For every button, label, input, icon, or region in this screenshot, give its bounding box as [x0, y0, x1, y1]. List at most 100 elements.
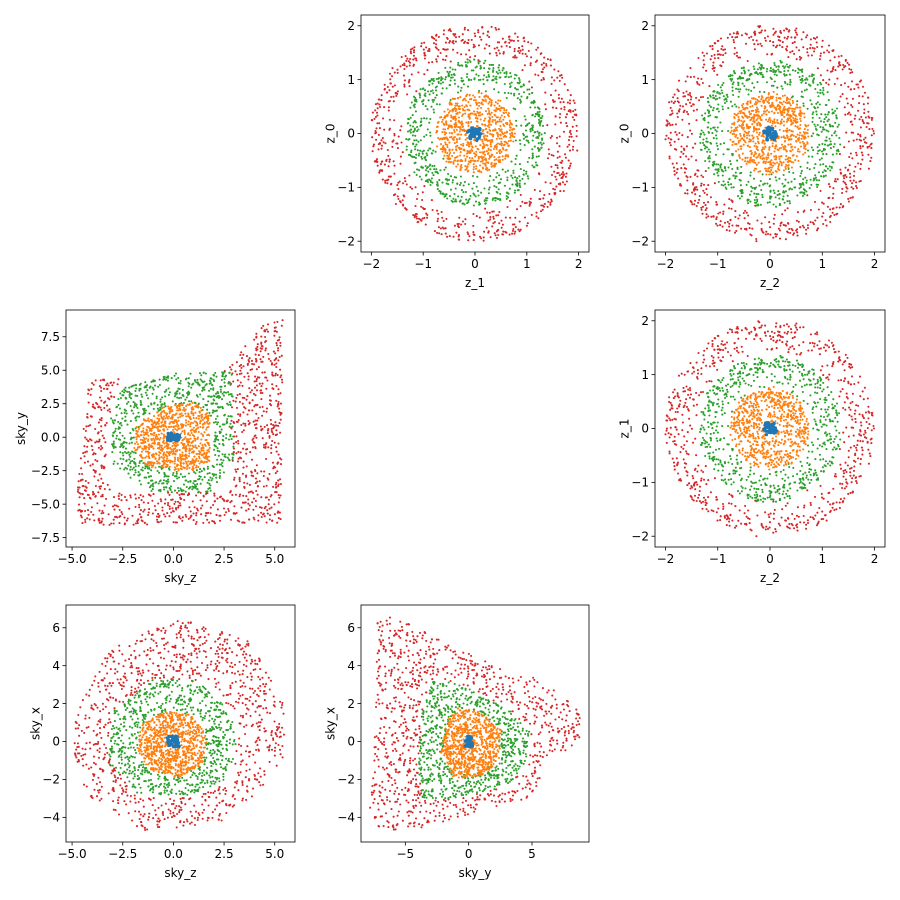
scatter-point: [497, 99, 500, 102]
scatter-point: [470, 38, 473, 41]
x-tick-label: 0: [471, 257, 479, 271]
scatter-point: [823, 128, 826, 131]
scatter-point: [413, 120, 416, 123]
scatter-point: [392, 160, 395, 163]
scatter-point: [376, 107, 379, 110]
scatter-point: [576, 149, 579, 152]
scatter-point: [688, 101, 692, 104]
scatter-point: [750, 89, 753, 92]
scatter-point: [422, 103, 425, 106]
scatter-point: [763, 157, 766, 160]
scatter-point: [687, 93, 690, 96]
scatter-point: [669, 144, 672, 147]
scatter-point: [495, 151, 498, 155]
scatter-point: [409, 116, 412, 119]
scatter-point: [785, 48, 788, 51]
scatter-point: [835, 134, 838, 137]
scatter-point: [490, 133, 493, 136]
scatter-point: [756, 68, 759, 71]
scatter-point: [776, 111, 779, 115]
scatter-point: [473, 138, 476, 141]
scatter-point: [421, 150, 424, 153]
scatter-point: [767, 118, 770, 121]
scatter-point: [754, 32, 757, 35]
scatter-point: [742, 126, 746, 129]
scatter-point: [460, 164, 463, 167]
scatter-point: [848, 164, 851, 167]
scatter-point: [426, 154, 429, 157]
scatter-point: [143, 521, 146, 524]
scatter-point: [274, 352, 277, 355]
scatter-point: [500, 137, 503, 140]
scatter-point: [554, 115, 557, 118]
scatter-point: [136, 522, 139, 525]
scatter-point: [410, 73, 413, 76]
scatter-point: [387, 175, 390, 178]
scatter-point: [476, 107, 479, 110]
scatter-point: [482, 236, 485, 239]
scatter-point: [859, 147, 862, 150]
scatter-point: [752, 129, 756, 133]
scatter-point: [272, 350, 275, 353]
scatter-point: [501, 69, 504, 72]
scatter-point: [100, 399, 103, 402]
scatter-point: [835, 152, 838, 155]
scatter-point: [439, 148, 443, 151]
scatter-point: [675, 133, 678, 136]
scatter-point: [811, 46, 814, 49]
scatter-point: [234, 485, 237, 488]
scatter-point: [258, 480, 261, 483]
scatter-point: [255, 489, 258, 493]
scatter-point: [806, 107, 809, 110]
scatter-point: [500, 140, 503, 143]
scatter-point: [776, 93, 779, 96]
scatter-point: [142, 510, 145, 513]
scatter-point: [449, 98, 452, 102]
scatter-point: [418, 169, 421, 172]
scatter-point: [677, 109, 680, 112]
scatter-point: [244, 422, 247, 425]
scatter-point: [383, 128, 386, 131]
scatter-point: [811, 155, 814, 158]
scatter-point: [759, 179, 762, 183]
scatter-point: [512, 140, 515, 143]
scatter-point: [536, 112, 539, 115]
scatter-point: [255, 347, 258, 350]
scatter-point: [449, 175, 453, 178]
scatter-point: [514, 183, 517, 186]
scatter-point: [104, 497, 108, 500]
scatter-point: [691, 191, 694, 194]
scatter-point: [734, 150, 738, 153]
scatter-point: [784, 81, 787, 85]
scatter-point: [427, 149, 430, 152]
scatter-point: [530, 42, 533, 45]
scatter-point: [407, 60, 410, 63]
scatter-point: [494, 101, 497, 104]
scatter-point: [764, 145, 767, 148]
scatter-point: [280, 374, 283, 377]
scatter-point: [191, 500, 194, 503]
scatter-point: [746, 198, 749, 201]
scatter-point: [401, 182, 405, 185]
scatter-point: [484, 90, 487, 93]
scatter-point: [495, 116, 498, 119]
scatter-point: [490, 99, 493, 102]
scatter-point: [123, 522, 126, 525]
scatter-point: [456, 133, 459, 136]
scatter-point: [805, 181, 808, 184]
scatter-point: [379, 105, 382, 109]
scatter-point: [850, 68, 853, 71]
scatter-point: [790, 114, 793, 118]
scatter-point: [540, 133, 543, 136]
scatter-point: [716, 91, 719, 94]
scatter-point: [466, 155, 469, 158]
scatter-point: [525, 224, 528, 227]
scatter-point: [177, 506, 180, 509]
scatter-point: [777, 190, 780, 193]
scatter-point: [839, 168, 842, 171]
scatter-point: [715, 130, 718, 133]
scatter-point: [562, 130, 566, 133]
scatter-point: [475, 73, 478, 76]
scatter-point: [710, 54, 713, 58]
scatter-point: [255, 359, 258, 362]
